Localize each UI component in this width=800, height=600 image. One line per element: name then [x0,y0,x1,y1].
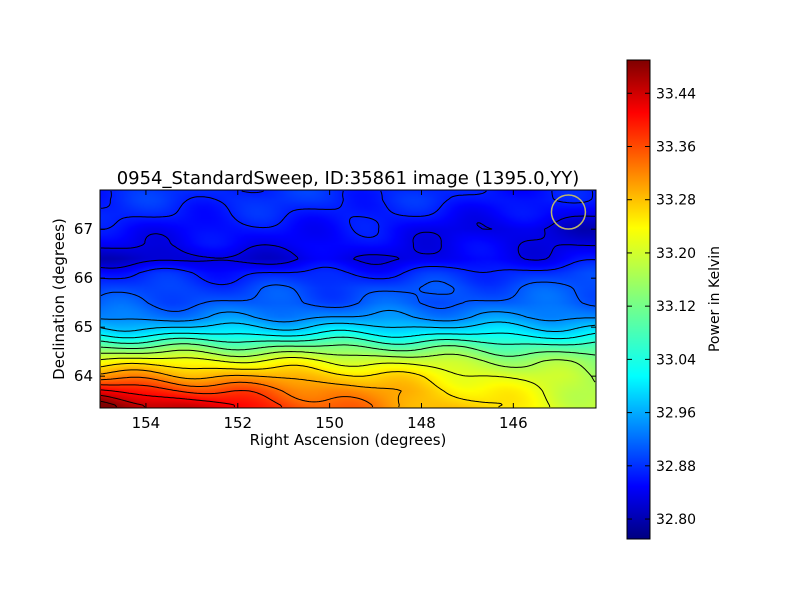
contour-line [100,343,596,357]
contour-lines [100,190,596,408]
x-axis-label: Right Ascension (degrees) [250,431,447,449]
contour-line [100,394,146,408]
colorbar-tick-label: 33.28 [656,193,696,209]
y-tick-label: 65 [74,318,93,336]
contour-line [100,329,596,340]
contour-line [100,376,374,408]
y-axis-label: Declination (degrees) [50,218,68,380]
colorbar: 33.44 33.36 33.28 33.20 33.12 33.04 32.96 32.88… [626,59,723,540]
contour-line [100,190,596,286]
colorbar-tick-label: 32.80 [656,512,696,528]
colorbar-gradient [626,59,651,540]
contour-line [100,215,596,269]
contour-line [100,336,596,346]
contour-line [100,321,596,332]
x-tick-label: 148 [407,414,436,432]
chart-title: 0954_StandardSweep, ID:35861 image (1395… [117,168,580,189]
x-tick-label: 150 [315,414,344,432]
contour-line [101,349,596,383]
heatmap [100,190,596,408]
colorbar-ticks: 33.44 33.36 33.28 33.20 33.12 33.04 32.96 32.88… [627,86,696,528]
contour-line [100,384,283,408]
contour-line [100,280,596,312]
colorbar-tick-label: 32.96 [656,406,696,422]
contour-line [100,357,551,408]
x-tick-label: 154 [132,414,161,432]
colorbar-tick-label: 33.12 [656,299,696,315]
colorbar-tick-label: 33.36 [656,139,696,155]
contour-line [100,369,402,408]
contour-line [100,362,503,408]
y-tick-label: 67 [74,220,93,238]
x-axis-ticks: 154 152 150 148 146 [132,190,528,432]
colorbar-label: Power in Kelvin [707,246,723,352]
contour-line [100,389,235,408]
x-tick-label: 152 [223,414,252,432]
beam-marker [550,194,587,230]
y-tick-label: 64 [74,367,93,385]
y-tick-label: 66 [74,269,93,287]
y-axis-ticks: 64 65 66 67 [74,220,596,385]
plot-frame [99,189,597,409]
colorbar-tick-label: 32.88 [656,459,696,475]
contour-line [100,400,118,408]
colorbar-tick-label: 33.04 [656,352,696,368]
colorbar-tick-label: 33.44 [656,86,696,102]
x-tick-label: 146 [499,414,528,432]
contour-line [100,309,595,323]
colorbar-tick-label: 33.20 [656,246,696,262]
heatmap-image [100,190,596,408]
